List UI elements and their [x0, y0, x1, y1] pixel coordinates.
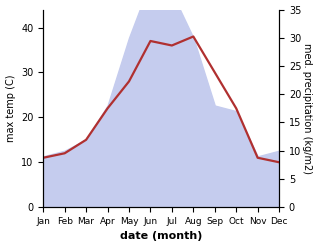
- X-axis label: date (month): date (month): [120, 231, 202, 242]
- Y-axis label: max temp (C): max temp (C): [5, 75, 16, 142]
- Y-axis label: med. precipitation (kg/m2): med. precipitation (kg/m2): [302, 43, 313, 174]
